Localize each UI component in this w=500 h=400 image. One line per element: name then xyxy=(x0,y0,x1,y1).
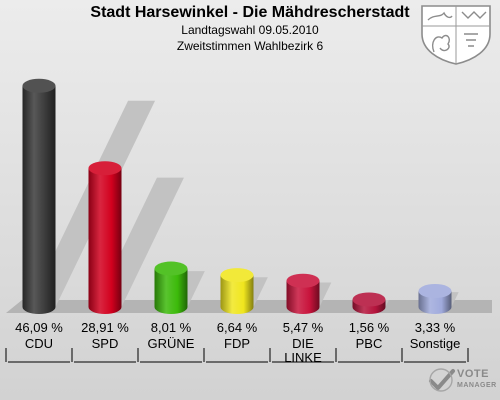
bar-body xyxy=(286,280,320,314)
category-label: SPD xyxy=(72,337,138,351)
category-label-line: SPD xyxy=(91,336,119,351)
category-label-line: LINKE xyxy=(284,350,322,365)
bar-body xyxy=(154,268,188,314)
bar-top xyxy=(88,161,122,176)
vote-check-icon xyxy=(429,368,455,392)
category-label-line: GRÜNE xyxy=(147,336,195,351)
category-label: Sonstige xyxy=(402,337,468,351)
brand-subname: MANAGER xyxy=(457,382,497,389)
value-label: 28,91 % xyxy=(81,320,129,335)
chart-subtitle: Landtagswahl 09.05.2010 xyxy=(181,23,319,37)
bar-spd xyxy=(88,161,122,314)
bar-top xyxy=(154,261,188,276)
bar-top xyxy=(418,284,452,299)
coat-of-arms-emblem xyxy=(421,5,491,65)
category-label-line: Sonstige xyxy=(409,336,461,351)
chart-subtitle-district: Zweitstimmen Wahlbezirk 6 xyxy=(176,39,324,53)
category-label: CDU xyxy=(6,337,72,351)
bar-cdu xyxy=(22,78,56,314)
category-label-line: FDP xyxy=(224,336,250,351)
chart-title: Stadt Harsewinkel - Die Mähdrescherstadt xyxy=(90,4,410,21)
category-label: FDP xyxy=(204,337,270,351)
bar-pbc xyxy=(352,292,386,314)
value-label: 6,64 % xyxy=(216,320,258,335)
value-label: 5,47 % xyxy=(282,320,324,335)
category-label-line: PBC xyxy=(355,336,383,351)
bar-grüne xyxy=(154,261,188,314)
bar-die-linke xyxy=(286,273,320,314)
category-label: PBC xyxy=(336,337,402,351)
brand-name: VOTE xyxy=(457,368,489,380)
value-label: 46,09 % xyxy=(15,320,63,335)
value-label: 3,33 % xyxy=(414,320,456,335)
bar-top xyxy=(220,268,254,283)
bar-top xyxy=(352,292,386,307)
bar-top xyxy=(22,78,56,93)
value-label: 1,56 % xyxy=(348,320,390,335)
bar-top xyxy=(286,273,320,288)
bar-fdp xyxy=(220,268,254,314)
bar-body xyxy=(22,85,56,314)
bar-body xyxy=(220,275,254,314)
category-label: GRÜNE xyxy=(138,337,204,351)
bar-sonstige xyxy=(418,284,452,314)
category-label-line: DIE xyxy=(292,336,314,351)
category-label-line: CDU xyxy=(24,336,54,351)
bar-body xyxy=(88,168,122,314)
value-label: 8,01 % xyxy=(150,320,192,335)
category-label: DIE LINKE xyxy=(270,337,336,365)
